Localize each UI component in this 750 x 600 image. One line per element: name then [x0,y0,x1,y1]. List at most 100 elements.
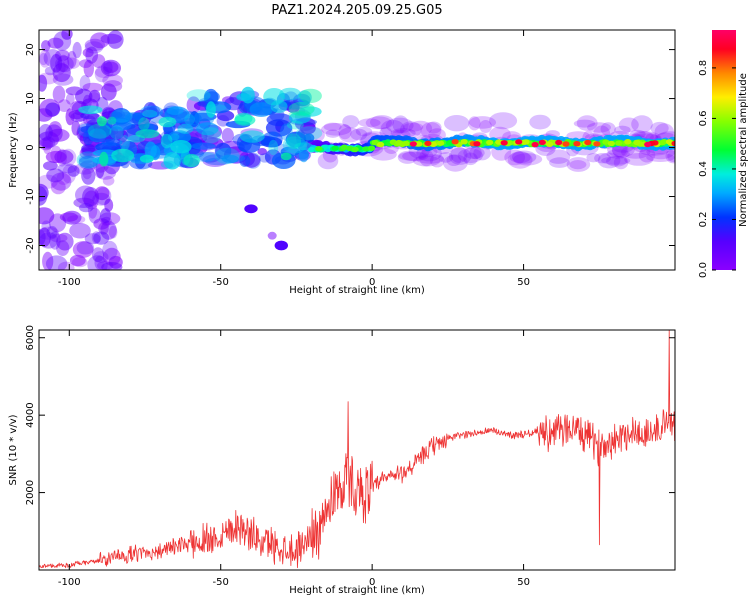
colorbar-ticks: 0.0 0.2 0.4 0.6 0.8 [698,60,736,278]
spectrogram-cell [362,146,370,152]
spectrogram-cell [107,30,124,49]
spectrogram-cell [43,49,62,67]
spectrogram-cell [644,141,652,148]
spectrogram-cell [602,139,610,145]
spectrogram-cell [486,139,494,146]
spectrogram-cell [367,145,376,151]
spectrogram-cell [288,110,312,119]
spectrogram-cell [72,41,82,59]
spectrogram-cell [395,139,403,146]
spectrogram-cell [409,141,417,147]
spectrogram-cell [239,130,265,143]
spectrogram-cell [144,141,157,160]
spectrogram-cell [214,147,240,165]
spectrogram-cell [43,161,58,171]
x-tick-label: -100 [58,277,81,288]
spectrogram-cell [201,127,221,144]
y-tick-label: -10 [25,188,36,204]
spectrogram-cell [437,140,445,146]
spectrogram-cell [398,151,427,161]
spectrogram-cell [469,146,482,160]
colorbar-tick-label: 0.8 [698,60,709,76]
spectrogram-cell [52,73,74,86]
spectrogram-cell [444,115,470,132]
spectrogram-cell [263,88,285,106]
spectrogram-cell [191,142,216,150]
spectrogram-cell [82,48,94,58]
spectrogram-cell [81,166,96,185]
spectrogram-cell [594,153,611,164]
spectrogram-cell [101,262,123,270]
y-tick-label: 10 [25,92,36,105]
spectrogram-cell [365,116,393,130]
spectrogram-cell [138,117,150,131]
spectrogram-cell [102,60,113,75]
spectrogram-marks [39,30,675,270]
spectrogram-cell [546,141,554,148]
spectrogram-cell [370,115,394,130]
spectrogram-cell [549,157,570,168]
snr-frame [38,329,676,571]
spectrogram-cell [377,141,385,148]
snr-series-line [39,330,675,569]
spectrogram-cell [57,99,71,112]
spectrogram-cell [39,124,53,141]
spectrogram-cell [463,152,478,166]
spectrogram-cell [166,106,184,116]
spectrogram-cell [52,85,66,104]
spectrogram-cell [529,114,551,130]
spectrogram-cell [39,227,51,247]
spectrogram-cell [299,88,322,104]
spectrogram-cell [531,141,539,148]
spectrogram-cell [102,240,118,260]
spectrogram-cell [101,138,123,146]
spectrogram-cell [94,65,110,83]
spectrogram-cell [90,32,110,49]
spectrogram-cell [170,133,180,141]
spectrogram-cell [46,225,58,239]
spectrogram-cell [597,152,621,169]
spectrogram-cell [593,141,601,147]
x-tick-label: -50 [213,277,229,288]
spectrogram-cell [143,102,158,120]
spectrogram-cell [111,148,135,163]
spectrogram-cell [346,145,354,152]
spectrogram-cell [331,145,339,151]
spectrogram-cell [54,149,74,164]
colorbar: 0.0 0.2 0.4 0.6 0.8 Normalized spectral ampl… [698,30,749,278]
spectrogram-cell [371,139,379,146]
spectrogram-cell [370,148,397,161]
spectrogram-cell [45,255,68,270]
spectrogram-cell [79,203,94,213]
spectrogram-cell [671,140,675,147]
spectrogram-cell [650,121,669,135]
spectrogram-cell [509,152,531,163]
spectrogram-cell [102,175,115,186]
spectrogram-cell [667,150,675,163]
spectrogram-cell [402,151,429,162]
spectrogram-cell [403,122,424,132]
spectrogram-cell [69,222,91,239]
spectrogram-cell [244,204,258,214]
spectrogram-cell [633,139,641,146]
spectrogram-cell [45,124,63,143]
spectrogram-cell [73,197,95,208]
colorbar-tick-label: 0.6 [698,110,709,126]
spectrogram-cell [89,89,101,103]
y-tick-label: 6000 [25,325,36,350]
spectrogram-cell [56,232,74,251]
spectrogram-cell [495,139,503,145]
spectrogram-cell [87,123,112,139]
spectrogram-cell [140,105,163,118]
spectrogram-cell [221,128,234,143]
spectrogram-cell [83,59,95,78]
spectrogram-cell [566,157,591,172]
spectrogram-cell [546,149,571,164]
spectrogram-cell [576,115,598,131]
spectrogram-cell [468,116,481,131]
spectrogram-cell [473,146,491,161]
snr-panel: -100 -50 0 50 2000 4000 6000 Height of straigh… [8,325,676,596]
x-tick-label: -100 [58,577,81,588]
spectrogram-cell [186,96,201,114]
